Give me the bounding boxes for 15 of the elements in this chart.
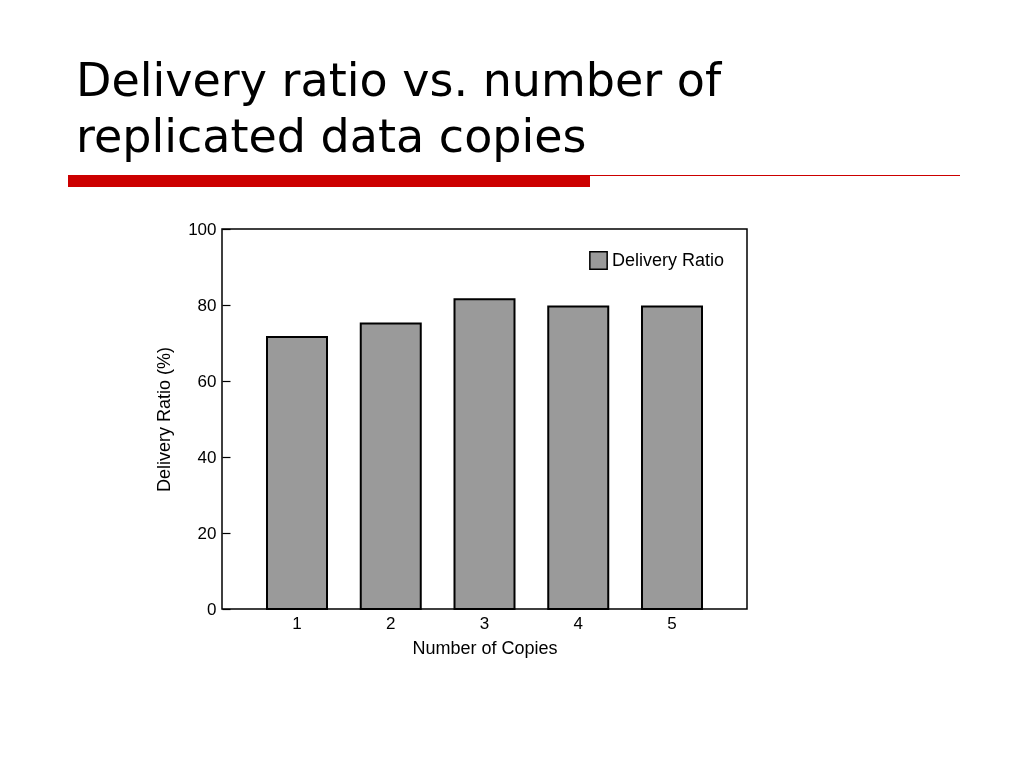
legend-label: Delivery Ratio: [612, 249, 725, 270]
y-tick-label: 40: [197, 447, 217, 467]
x-tick-label: 3: [479, 613, 490, 633]
y-tick-label: 0: [207, 599, 217, 619]
x-tick-label: 5: [667, 613, 677, 633]
y-tick-label: 20: [197, 523, 217, 543]
x-axis-title: Number of Copies: [412, 637, 558, 658]
y-tick-label: 100: [188, 219, 217, 239]
x-tick-label: 4: [573, 613, 583, 633]
x-tick-label: 2: [386, 613, 396, 633]
x-tick-label: 1: [292, 613, 302, 633]
y-tick-label: 80: [197, 295, 217, 315]
chart-title: Delivery ratio vs. number of replicated data copies: [76, 52, 723, 164]
y-tick-label: 60: [197, 371, 217, 391]
y-axis-title: Delivery Ratio (%): [154, 346, 175, 493]
